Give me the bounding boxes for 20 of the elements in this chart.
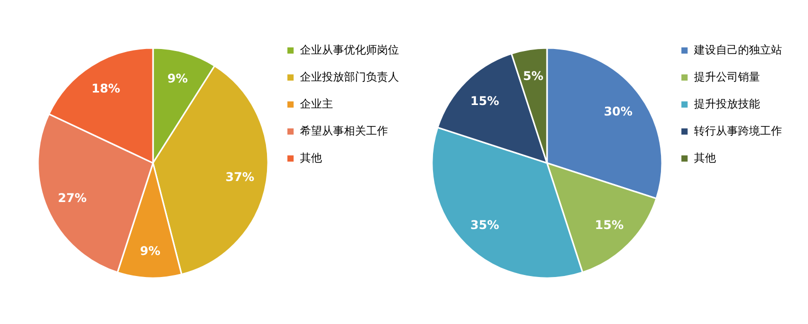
legend-label: 提升公司销量 [694, 70, 760, 84]
legend-label: 希望从事相关工作 [300, 124, 388, 138]
legend-label: 提升投放技能 [694, 98, 760, 110]
data-label: 30% [604, 104, 633, 118]
data-label: 5% [523, 69, 544, 84]
data-label: 37% [226, 170, 254, 184]
data-label: 15% [594, 218, 624, 232]
legend-label: 企业主 [300, 98, 333, 110]
legend-label: 其他 [694, 152, 716, 164]
data-label: 18% [91, 82, 120, 96]
legend-label: 企业从事优化师岗位 [300, 44, 399, 56]
data-label: 15% [470, 94, 500, 108]
data-label: 35% [470, 218, 500, 232]
data-label: 27% [58, 190, 87, 205]
data-label: 9% [167, 71, 188, 86]
data-label: 9% [140, 244, 160, 258]
legend-label: 其他 [300, 152, 322, 164]
legend-label: 企业投放部门负责人 [300, 70, 399, 84]
legend-label: 转行从事跨境工作 [694, 124, 782, 138]
legend-label: 建设自己的独立站 [693, 44, 782, 56]
